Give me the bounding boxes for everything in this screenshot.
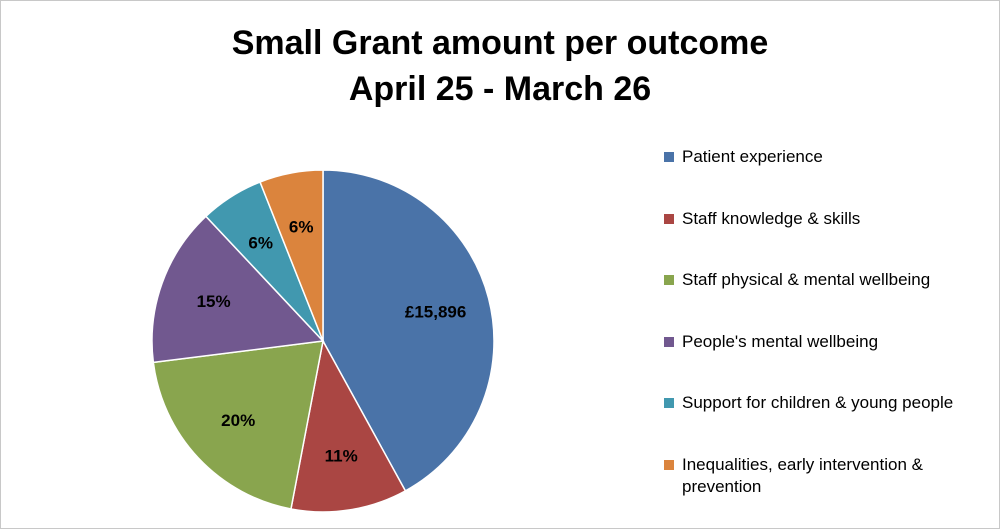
legend-item-support-for-children-young-people: Support for children & young people [664, 392, 972, 414]
pie-slice-inequalities-early-intervention-prevention [259, 169, 324, 342]
pie-slice-staff-physical-mental-wellbeing [152, 340, 324, 510]
legend-item-staff-physical-mental-wellbeing: Staff physical & mental wellbeing [664, 269, 972, 291]
legend-label: Staff knowledge & skills [682, 208, 861, 228]
chart-subtitle: April 25 - March 26 [348, 70, 652, 108]
legend-swatch [664, 152, 674, 162]
pie-slice-people-s-mental-wellbeing [151, 215, 325, 364]
legend-label: Staff physical & mental wellbeing [682, 270, 931, 289]
legend-swatch [664, 398, 674, 408]
legend-label: Inequalities, early intervention & preve… [682, 454, 923, 496]
pie-slice-staff-knowledge-skills [290, 338, 407, 513]
legend-swatch [664, 336, 674, 347]
legend-item-inequalities-early-intervention-prevention: Inequalities, early intervention & preve… [664, 454, 972, 498]
data-label-support-for-children-young-people: 6% [248, 233, 273, 252]
legend-swatch [664, 213, 674, 224]
legend-item-people-s-mental-wellbeing: People's mental wellbeing [664, 331, 972, 353]
legend-label: Patient experience [682, 147, 823, 166]
chart-title-line1: Small Grant amount per outcome [231, 24, 769, 62]
chart-title: Small Grant amount per outcome April 25 … [0, 20, 1000, 112]
legend-swatch [664, 275, 674, 285]
pie-data-labels: £15,896 11% 20% 15% 6% 6% [197, 217, 467, 465]
legend-item-staff-knowledge-skills: Staff knowledge & skills [664, 208, 972, 230]
legend-label: Support for children & young people [682, 393, 954, 412]
pie-slice-patient-experience [322, 169, 495, 492]
data-label-staff-knowledge-skills: 11% [325, 446, 358, 465]
legend-label: People's mental wellbeing [682, 331, 879, 351]
data-label-inequalities-early-intervention-prevention: 6% [289, 217, 314, 236]
data-label-patient-experience: £15,896 [405, 303, 466, 322]
data-label-people-s-mental-wellbeing: 15% [197, 292, 231, 311]
legend-swatch [664, 459, 674, 470]
data-label-staff-physical-mental-wellbeing: 20% [221, 411, 255, 430]
pie-slices [151, 169, 495, 513]
legend-item-patient-experience: Patient experience [664, 146, 972, 168]
